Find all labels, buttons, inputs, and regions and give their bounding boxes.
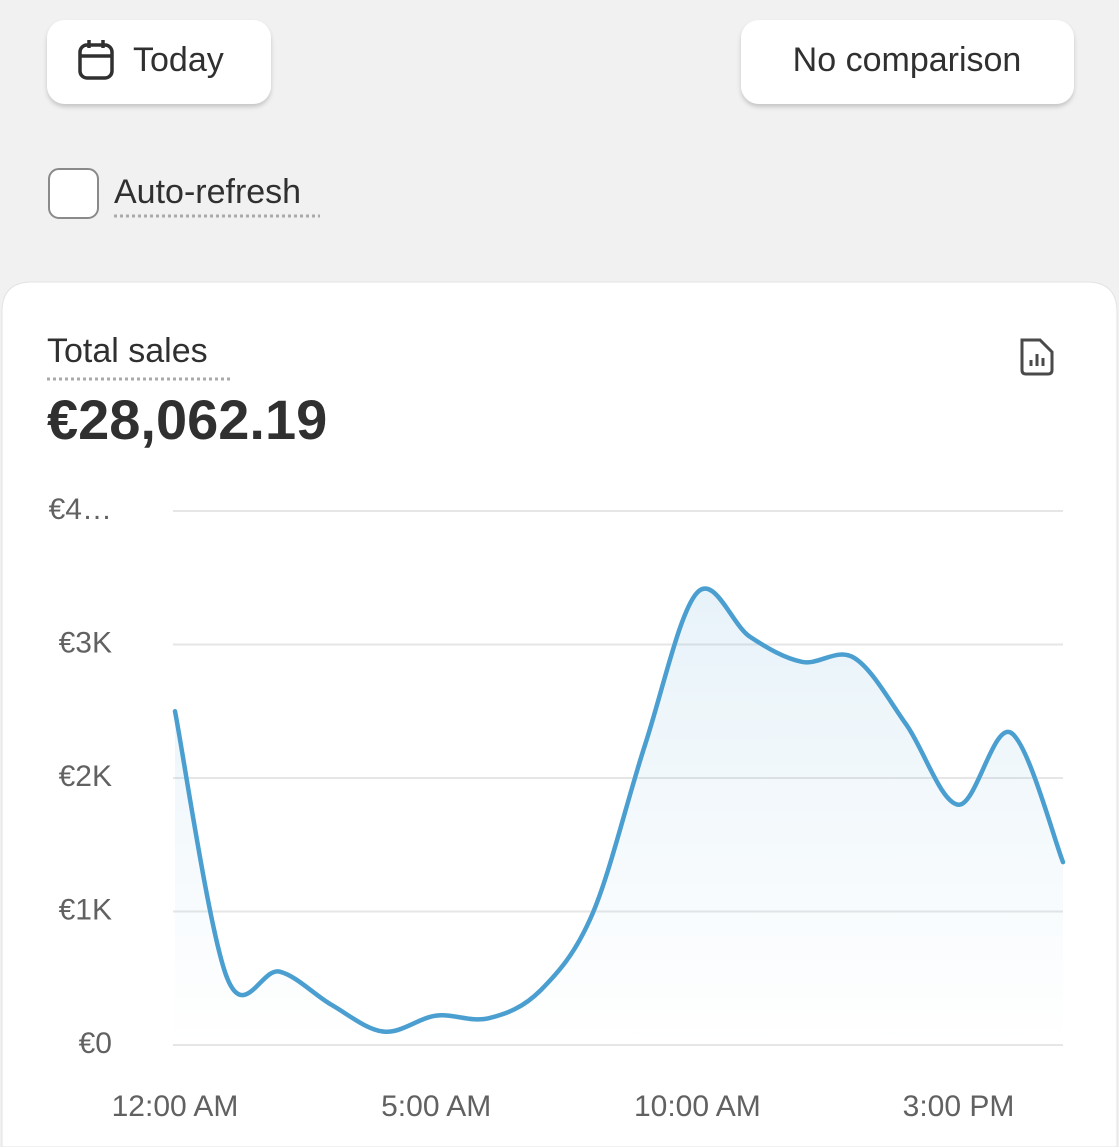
calendar-icon xyxy=(78,40,114,80)
report-icon[interactable] xyxy=(1020,338,1054,376)
y-tick-label: €0 xyxy=(79,1027,112,1060)
total-value: €28,062.19 xyxy=(47,388,327,451)
auto-refresh[interactable]: Auto-refresh xyxy=(48,168,320,219)
checkbox-label: Auto-refresh xyxy=(114,173,301,211)
x-tick-label: 10:00 AM xyxy=(634,1090,761,1123)
x-tick-label: 5:00 AM xyxy=(381,1090,491,1123)
button-label: Today xyxy=(133,41,224,79)
y-tick-label: €3K xyxy=(59,626,112,659)
button-bg xyxy=(741,20,1074,104)
y-tick-label: €4… xyxy=(49,493,112,526)
y-tick-label: €2K xyxy=(59,760,112,793)
card-title[interactable]: Total sales xyxy=(47,332,208,370)
x-tick-label: 12:00 AM xyxy=(112,1090,239,1123)
y-tick-label: €1K xyxy=(59,893,112,926)
line xyxy=(172,586,1066,1034)
comparison-button[interactable]: No comparison xyxy=(741,20,1074,104)
date-button[interactable]: Today xyxy=(47,20,271,104)
button-label: No comparison xyxy=(793,41,1022,79)
x-tick-label: 3:00 PM xyxy=(903,1090,1015,1123)
checkbox xyxy=(48,168,99,219)
area xyxy=(175,588,1063,1045)
